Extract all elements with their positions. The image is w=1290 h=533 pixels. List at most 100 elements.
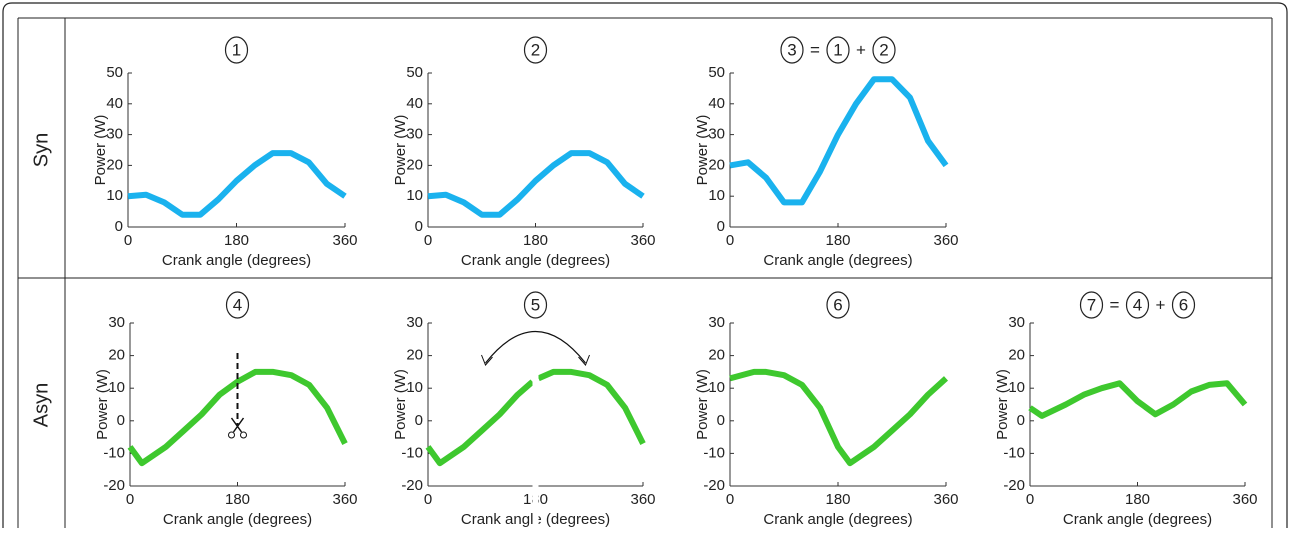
title-circle (1079, 291, 1104, 319)
y-tick-label: 10 (708, 187, 725, 204)
title-circle (523, 291, 548, 319)
y-tick-label: -10 (401, 444, 423, 461)
x-tick-label: 0 (726, 491, 734, 508)
y-axis-label: Power (W) (694, 369, 711, 440)
title-token: 4 (1133, 295, 1142, 314)
y-tick-label: 50 (406, 64, 423, 81)
title-circle (523, 36, 548, 64)
title-token: + (1156, 295, 1166, 314)
x-tick-label: 0 (1026, 491, 1034, 508)
y-tick-label: 20 (406, 347, 423, 364)
title-token: 3 (787, 40, 796, 59)
series-line (427, 150, 645, 218)
title-circle (872, 36, 896, 64)
title-token: = (810, 40, 820, 59)
cut-gap (532, 360, 539, 528)
y-tick-label: 20 (708, 347, 725, 364)
title-circle (780, 36, 804, 64)
y-tick-label: 20 (406, 156, 423, 173)
title-token: 5 (531, 295, 540, 314)
x-tick-label: 0 (124, 232, 132, 249)
x-tick-label: 0 (424, 232, 432, 249)
x-tick-label: 360 (933, 491, 958, 508)
title-circle (826, 36, 850, 64)
y-axis-label: Power (W) (94, 369, 111, 440)
y-axis-label: Power (W) (694, 115, 711, 186)
title-circle (826, 291, 850, 319)
y-tick-label: -20 (103, 477, 125, 494)
y-tick-label: 0 (415, 412, 423, 429)
y-tick-label: -10 (103, 444, 125, 461)
row-label: Asyn (30, 383, 52, 427)
y-tick-label: 10 (106, 187, 123, 204)
arrow-head (578, 354, 590, 366)
x-tick-label: 0 (126, 491, 134, 508)
y-tick-label: 40 (708, 95, 725, 112)
x-tick-label: 180 (225, 491, 250, 508)
y-tick-label: 0 (717, 412, 725, 429)
title-token: 2 (879, 40, 888, 59)
y-axis-label: Power (W) (92, 115, 109, 186)
title-circle (1171, 291, 1196, 319)
x-tick-label: 180 (523, 232, 548, 249)
scissors (228, 431, 235, 439)
y-tick-label: -10 (1003, 444, 1025, 461)
y-tick-label: 0 (415, 218, 423, 235)
y-tick-label: -20 (401, 477, 423, 494)
x-tick-label: 180 (224, 232, 249, 249)
y-tick-label: 50 (708, 64, 725, 81)
series-line (425, 368, 646, 467)
y-tick-label: 0 (717, 218, 725, 235)
x-tick-label: 360 (332, 491, 357, 508)
x-axis-label: Crank angle (degrees) (1063, 511, 1212, 528)
y-axis-label: Power (W) (994, 369, 1011, 440)
y-tick-label: 0 (117, 412, 125, 429)
y-tick-label: 30 (106, 126, 123, 143)
x-axis-label: Crank angle (degrees) (763, 511, 912, 528)
y-tick-label: 30 (108, 314, 125, 331)
title-circle (224, 36, 249, 64)
title-token: = (1110, 295, 1120, 314)
y-tick-label: 0 (1017, 412, 1025, 429)
y-tick-label: 40 (406, 95, 423, 112)
y-tick-label: 30 (708, 314, 725, 331)
y-tick-label: -20 (703, 477, 725, 494)
y-tick-label: 0 (115, 218, 123, 235)
title-token: 2 (531, 40, 540, 59)
y-tick-label: 10 (708, 379, 725, 396)
x-tick-label: 0 (424, 491, 432, 508)
y-tick-label: 50 (106, 64, 123, 81)
arrow-head (481, 354, 493, 366)
title-token: 1 (833, 40, 842, 59)
title-token: 1 (232, 40, 241, 59)
x-tick-label: 360 (630, 491, 655, 508)
y-tick-label: 10 (1008, 379, 1025, 396)
x-tick-label: 360 (332, 232, 357, 249)
series-line (729, 368, 949, 467)
swap-arrow (485, 330, 586, 364)
title-token: + (856, 40, 866, 59)
row-label: Syn (30, 133, 52, 167)
y-tick-label: 10 (406, 187, 423, 204)
series-line (127, 368, 348, 467)
series-line (127, 150, 347, 218)
title-token: 6 (833, 295, 842, 314)
y-tick-label: 20 (108, 347, 125, 364)
title-circle (1125, 291, 1150, 319)
title-circle (225, 291, 250, 319)
y-tick-label: 30 (708, 126, 725, 143)
y-tick-label: 20 (106, 156, 123, 173)
scissors (230, 417, 245, 433)
y-tick-label: 20 (1008, 347, 1025, 364)
x-tick-label: 360 (630, 232, 655, 249)
series-line (729, 76, 949, 206)
x-axis-label: Crank angle (degrees) (162, 252, 311, 269)
x-axis-label: Crank angle (degrees) (763, 252, 912, 269)
x-tick-label: 0 (726, 232, 734, 249)
title-token: 4 (233, 295, 242, 314)
x-axis-label: Crank angle (degrees) (461, 252, 610, 269)
y-tick-label: 20 (708, 156, 725, 173)
y-tick-label: 30 (1008, 314, 1025, 331)
